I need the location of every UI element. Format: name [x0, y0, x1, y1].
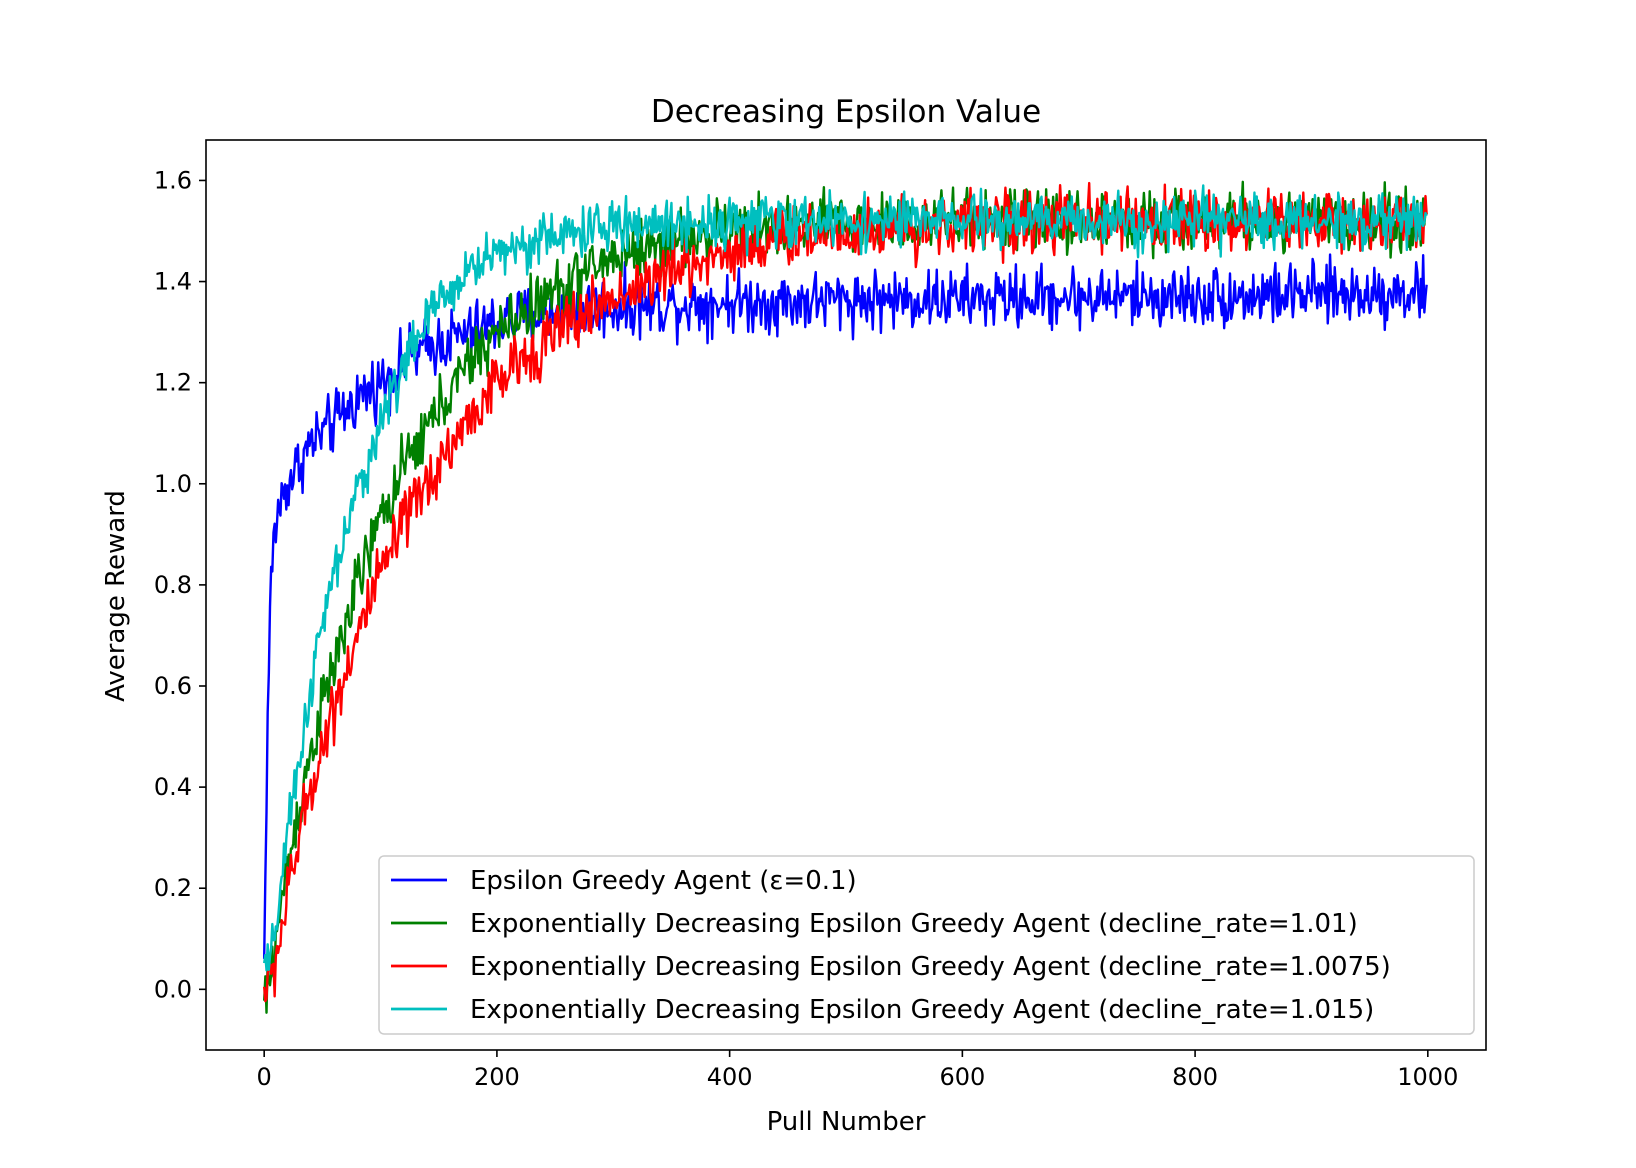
series-layer: [262, 180, 1428, 1014]
legend-label-3: Exponentially Decreasing Epsilon Greedy …: [470, 952, 1391, 982]
chart-title: Decreasing Epsilon Value: [651, 94, 1041, 130]
x-tick-label: 800: [1172, 1063, 1218, 1091]
y-tick-label: 1.0: [154, 470, 192, 498]
series-line-1: [262, 253, 1428, 959]
series-line-3: [262, 181, 1428, 1003]
y-tick-label: 0.4: [154, 773, 192, 801]
legend-label-4: Exponentially Decreasing Epsilon Greedy …: [470, 995, 1374, 1025]
y-axis-label: Average Reward: [101, 490, 131, 702]
y-tick-label: 1.4: [154, 268, 192, 296]
plot-frame: [205, 139, 1487, 1051]
y-tick-label: 1.6: [154, 166, 192, 194]
legend-box: [378, 855, 1475, 1035]
x-tick-label: 1000: [1397, 1063, 1458, 1091]
y-tick-label: 0.0: [154, 975, 192, 1003]
x-tick-label: 200: [474, 1063, 520, 1091]
axis-ticks: 0 200 400 600 800 1000 0.0 0.2 0.4 0.6 0.8 1.0 1.2 1.…: [154, 166, 1459, 1091]
x-axis-label: Pull Number: [767, 1107, 926, 1137]
x-tick-label: 400: [707, 1063, 753, 1091]
legend: Epsilon Greedy Agent (ε=0.1) Exponentiall…: [378, 855, 1475, 1035]
y-tick-label: 1.2: [154, 369, 192, 397]
y-tick-label: 0.2: [154, 874, 192, 902]
series-line-4: [262, 184, 1428, 972]
legend-label-1: Epsilon Greedy Agent (ε=0.1): [470, 866, 857, 896]
y-tick-label: 0.6: [154, 672, 192, 700]
x-tick-label: 0: [257, 1063, 272, 1091]
y-tick-label: 0.8: [154, 571, 192, 599]
x-tick-label: 600: [939, 1063, 985, 1091]
legend-label-2: Exponentially Decreasing Epsilon Greedy …: [470, 909, 1358, 939]
